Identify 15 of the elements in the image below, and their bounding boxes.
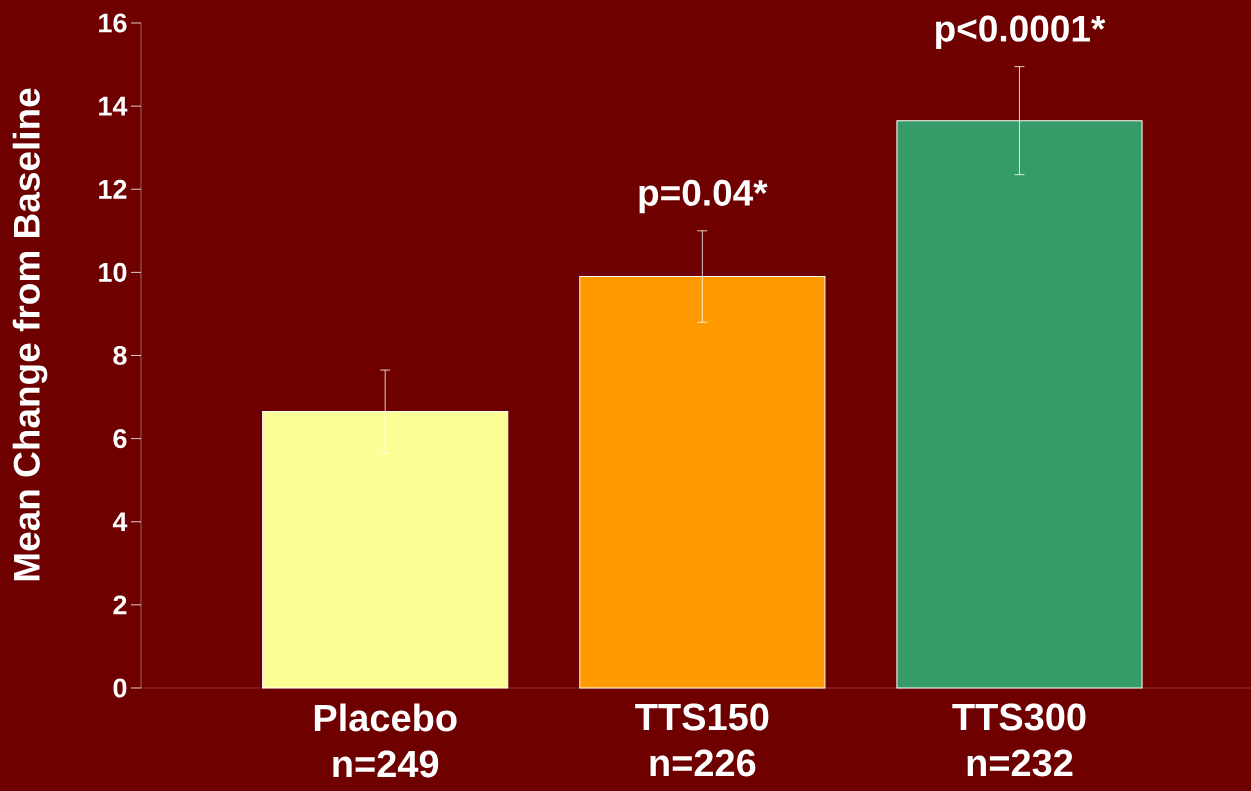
y-tick-label: 6	[113, 429, 127, 449]
annotation: p<0.0001*	[936, 15, 1106, 50]
y-axis-title: Mean Change from Baseline	[12, 88, 48, 581]
y-tick-label: 10	[99, 262, 127, 282]
x-tick-label: TTS300 n=232	[952, 703, 1086, 777]
y-tick-label: 14	[99, 96, 128, 116]
y-tick-label: 16	[99, 13, 127, 33]
x-tick-label: TTS150 n=226	[635, 703, 769, 777]
y-tick-label: 4	[112, 512, 128, 532]
x-tick-label: Placebo n=249	[314, 703, 457, 778]
y-tick-label: 8	[113, 345, 127, 366]
annotation: p=0.04*	[639, 179, 768, 214]
y-tick-label: 2	[113, 595, 127, 615]
y-tick-label: 12	[99, 179, 127, 199]
y-tick-label: 0	[113, 678, 127, 698]
